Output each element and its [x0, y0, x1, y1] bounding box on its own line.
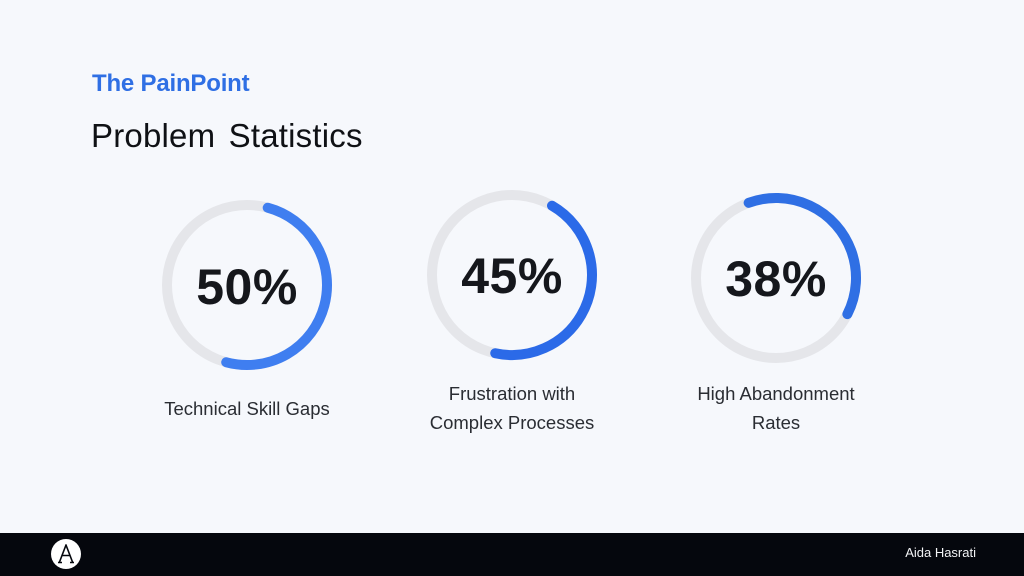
- stat-label-line: Complex Processes: [429, 412, 595, 433]
- stat-value: 50%: [196, 259, 298, 315]
- stat-label: Frustration with Complex Processes: [392, 379, 632, 437]
- progress-ring-3: [691, 193, 861, 363]
- footer-bar: Aida Hasrati: [0, 533, 1024, 576]
- ring-progress: [427, 190, 597, 360]
- stat-high-abandonment-rates: 38% High Abandonment Rates: [656, 193, 896, 440]
- ring-progress: [691, 193, 861, 363]
- author-name: Aida Hasrati: [905, 545, 976, 560]
- slide-title: Problem Statistics: [91, 117, 363, 154]
- progress-ring-1: [162, 200, 332, 370]
- stat-label: High Abandonment Rates: [656, 379, 896, 437]
- ring-progress: [162, 200, 332, 370]
- stat-label-line: High Abandonment: [697, 383, 855, 404]
- stat-label-line: Technical Skill Gaps: [164, 398, 330, 419]
- stat-label-line: Rates: [751, 412, 801, 433]
- stat-value: 38%: [725, 251, 827, 307]
- stat-technical-skill-gaps: 50% Technical Skill Gaps: [127, 200, 367, 440]
- section-eyebrow: The PainPoint: [92, 70, 250, 97]
- stat-label: Technical Skill Gaps: [127, 394, 367, 423]
- stat-value: 45%: [461, 248, 563, 304]
- letter-a-logo-icon: [51, 539, 81, 569]
- progress-ring-2: [427, 190, 597, 360]
- stat-frustration-complex-processes: 45% Frustration with Complex Processes: [392, 190, 632, 440]
- letter-a-glyph: [58, 544, 74, 564]
- slide: The PainPoint Problem Statistics 50% Tec…: [91, 70, 896, 440]
- stat-label-line: Frustration with: [448, 383, 576, 404]
